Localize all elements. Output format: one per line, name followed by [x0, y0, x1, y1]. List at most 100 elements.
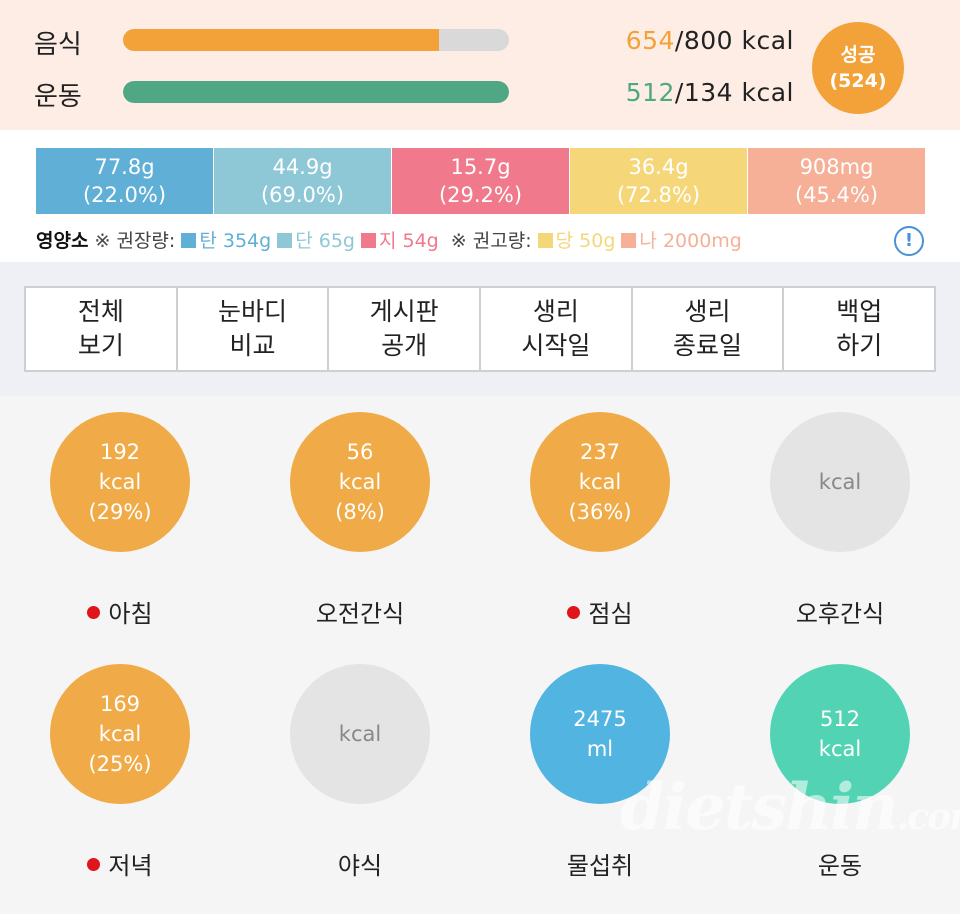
button-label-line1: 생리: [532, 297, 579, 326]
meal-circle-text: kcal: [338, 470, 382, 494]
action-bar: 전체 보기 눈바디 비교 게시판 공개 생리 시작일 생리 종료일 백업 하기: [0, 262, 960, 396]
food-progress-bar: [123, 29, 509, 51]
legend-item: 단 65g: [277, 230, 355, 252]
nutrient-percent: (22.0%): [82, 183, 167, 207]
food-goal: /800: [674, 26, 734, 55]
nutrient-cell: 15.7g (29.2%): [392, 148, 570, 214]
meal-circle[interactable]: kcal: [290, 664, 430, 804]
meal-circle[interactable]: 56 kcal (8%): [290, 412, 430, 552]
meal-label: 오전간식: [240, 594, 480, 629]
meal-circle[interactable]: 192 kcal (29%): [50, 412, 190, 552]
meal-circle-text: (29%): [88, 500, 152, 524]
meal-circle-text: kcal: [338, 722, 382, 746]
nutrient-amount: 15.7g: [450, 155, 511, 179]
legend-swatch: [360, 233, 376, 248]
info-icon[interactable]: !: [894, 226, 924, 256]
nutrition-panel: 77.8g (22.0%) 44.9g (69.0%) 15.7g (29.2%) 36.4…: [0, 130, 960, 262]
meal-label-text: 운동: [817, 852, 863, 880]
food-value: 654/800 kcal: [626, 26, 794, 55]
legend-item-label: 탄 354g: [199, 230, 272, 252]
meal-label: 오후간식: [720, 594, 960, 629]
action-buttons: 전체 보기 눈바디 비교 게시판 공개 생리 시작일 생리 종료일 백업 하기: [24, 286, 936, 372]
legend-swatch: [277, 233, 293, 248]
action-button[interactable]: 게시판 공개: [329, 288, 482, 370]
button-label-line1: 생리: [684, 297, 731, 326]
meal-circle-text: (25%): [88, 752, 152, 776]
legend-item: 나 2000mg: [621, 230, 742, 252]
legend-swatch: [537, 233, 553, 248]
nutrient-percent: (69.0%): [260, 183, 345, 207]
meal-circle[interactable]: 512 kcal: [770, 664, 910, 804]
exercise-progress-fill: [123, 81, 509, 103]
record-dot-icon: [567, 606, 581, 619]
legend-item-label: 당 50g: [555, 230, 616, 252]
meal-label: 운동: [720, 846, 960, 881]
nutrient-percent: (45.4%): [794, 183, 879, 207]
meal-tile[interactable]: 169 kcal (25%) 저녁: [0, 648, 240, 898]
meal-circle-text: 192: [99, 440, 141, 464]
meal-circle-text: 169: [99, 692, 141, 716]
meal-circle[interactable]: 2475 ml: [530, 664, 670, 804]
meal-circle-text: (36%): [568, 500, 632, 524]
meal-grid: 192 kcal (29%) 아침 56 kcal (8%) 오전간식 237 kcal (36%)…: [0, 396, 960, 914]
meal-tile[interactable]: kcal 야식: [240, 648, 480, 898]
action-button[interactable]: 백업 하기: [784, 288, 934, 370]
meal-circle-text: kcal: [578, 470, 622, 494]
meal-label: 아침: [0, 594, 240, 629]
food-progress-fill: [123, 29, 439, 51]
nutrient-percent: (29.2%): [438, 183, 523, 207]
action-button[interactable]: 생리 시작일: [481, 288, 633, 370]
food-current: 654: [625, 26, 675, 55]
legend-item-label: 단 65g: [295, 230, 355, 252]
meal-tile[interactable]: 56 kcal (8%) 오전간식: [240, 396, 480, 646]
legend-item: 지 54g: [360, 230, 439, 252]
meal-label: 점심: [480, 594, 720, 629]
legend-recommended-label: ※ 권장량:: [94, 230, 176, 252]
meal-circle-text: kcal: [98, 470, 142, 494]
nutrient-cell: 908mg (45.4%): [748, 148, 925, 214]
success-badge[interactable]: 성공 (524): [812, 22, 904, 114]
meal-circle[interactable]: kcal: [770, 412, 910, 552]
meal-circle[interactable]: 237 kcal (36%): [530, 412, 670, 552]
nutrient-cell: 44.9g (69.0%): [214, 148, 392, 214]
meal-label: 물섭취: [480, 846, 720, 881]
record-dot-icon: [87, 858, 101, 871]
meal-tile[interactable]: 237 kcal (36%) 점심: [480, 396, 720, 646]
button-label-line1: 백업: [836, 297, 883, 326]
meal-label: 저녁: [0, 846, 240, 881]
meal-tile[interactable]: kcal 오후간식: [720, 396, 960, 646]
meal-circle-text: kcal: [818, 737, 862, 761]
exercise-label: 운동: [34, 82, 82, 112]
food-label: 음식: [34, 30, 82, 60]
food-unit: kcal: [741, 26, 794, 55]
meal-circle[interactable]: 169 kcal (25%): [50, 664, 190, 804]
record-dot-icon: [87, 606, 101, 619]
meal-label-text: 점심: [588, 600, 633, 628]
meal-circle-text: 2475: [573, 707, 627, 731]
nutrient-amount: 44.9g: [272, 155, 333, 179]
button-label-line2: 비교: [229, 331, 276, 360]
nutrient-amount: 908mg: [799, 155, 874, 179]
meal-tile[interactable]: 2475 ml 물섭취: [480, 648, 720, 898]
action-button[interactable]: 전체 보기: [26, 288, 178, 370]
meal-tile[interactable]: 192 kcal (29%) 아침: [0, 396, 240, 646]
legend-swatch: [181, 233, 197, 248]
meal-circle-text: kcal: [818, 470, 862, 494]
button-label-line2: 종료일: [673, 331, 743, 360]
meal-circle-text: 237: [579, 440, 621, 464]
meal-tile[interactable]: 512 kcal 운동: [720, 648, 960, 898]
button-label-line1: 눈바디: [218, 297, 288, 326]
meal-circle-text: (8%): [335, 500, 385, 524]
meal-label-text: 아침: [108, 600, 153, 628]
button-label-line2: 보기: [77, 331, 124, 360]
nutrient-amount: 36.4g: [628, 155, 689, 179]
meal-label-text: 오후간식: [795, 600, 885, 628]
meal-label-text: 야식: [337, 852, 383, 880]
badge-value: (524): [829, 70, 887, 92]
meal-label-text: 저녁: [108, 852, 153, 880]
nutrient-cell: 36.4g (72.8%): [570, 148, 748, 214]
meal-label-text: 물섭취: [566, 852, 634, 880]
exercise-unit: kcal: [741, 78, 794, 107]
